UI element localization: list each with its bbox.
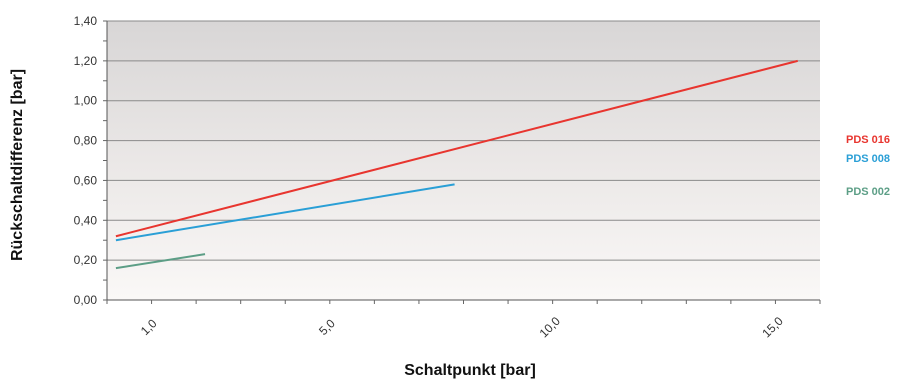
legend-item: PDS 016 <box>846 134 890 146</box>
series-lines <box>115 59 798 270</box>
y-tick-label: 0,20 <box>74 253 98 267</box>
y-tick-label: 0,40 <box>74 213 98 227</box>
y-tick-labels: 0,00 0,20 0,40 0,60 0,80 1,00 1,20 1,40 <box>74 14 98 307</box>
y-tick-label: 1,00 <box>74 94 98 108</box>
y-tick-label: 0,00 <box>74 293 98 307</box>
series-line-pds-008 <box>115 183 455 242</box>
legend-item: PDS 008 <box>846 153 890 165</box>
x-tick-label: 10,0 <box>537 314 564 341</box>
x-tick-label: 1,0 <box>138 316 160 338</box>
x-tick-label: 15,0 <box>759 314 786 341</box>
axes <box>103 20 821 304</box>
x-tick-labels: 1,0 5,0 10,0 15,0 <box>138 314 786 341</box>
y-tick-label: 1,40 <box>74 14 98 28</box>
y-tick-label: 0,80 <box>74 134 98 148</box>
y-tick-label: 1,20 <box>74 54 98 68</box>
x-axis-title: Schaltpunkt [bar] <box>404 362 536 379</box>
y-axis-title: Rückschaltdifferenz [bar] <box>9 69 26 261</box>
series-line-pds-016 <box>115 59 798 238</box>
x-tick-label: 5,0 <box>316 316 338 338</box>
grid-lines <box>107 20 820 261</box>
legend: PDS 016 PDS 008 PDS 002 <box>846 134 890 198</box>
series-line-pds-002 <box>115 253 206 270</box>
plot-area <box>107 21 820 300</box>
legend-item: PDS 002 <box>846 186 890 198</box>
y-tick-label: 0,60 <box>74 173 98 187</box>
